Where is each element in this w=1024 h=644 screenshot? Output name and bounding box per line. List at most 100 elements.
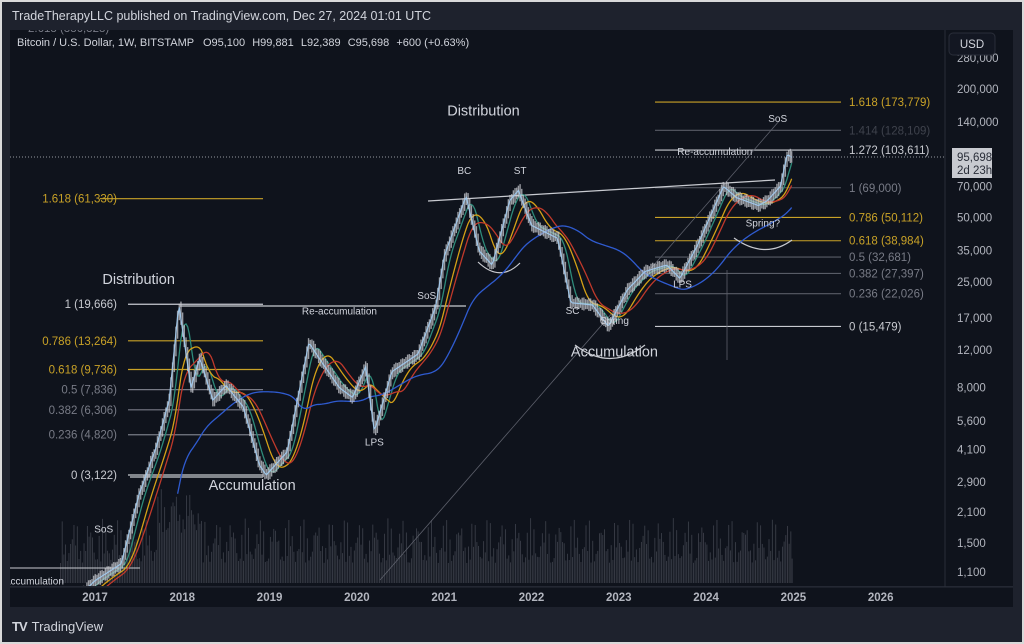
volume-bar [741, 532, 743, 583]
volume-bar [63, 554, 65, 583]
volume-bar [296, 551, 298, 583]
volume-bar [160, 489, 162, 583]
x-tick-label: 2023 [606, 592, 632, 604]
y-tick-label: 200,000 [957, 84, 999, 96]
volume-bar [318, 527, 320, 583]
volume-bar [729, 550, 731, 583]
volume-bar [199, 523, 201, 583]
volume-bar [787, 525, 788, 583]
volume-bar [184, 529, 186, 583]
volume-bar [538, 557, 540, 583]
volume-bar [348, 555, 350, 583]
chart-annotation: SoS [417, 291, 436, 302]
volume-bar [743, 532, 745, 583]
fib-level-label: 0 (3,122) [71, 470, 117, 482]
volume-bar [358, 525, 360, 583]
volume-bar [233, 532, 234, 583]
x-tick-label: 2025 [781, 592, 807, 604]
volume-bar [630, 560, 632, 583]
volume-bar [442, 525, 444, 583]
volume-bar [298, 548, 300, 583]
volume-bar [414, 541, 416, 583]
volume-bar [610, 545, 612, 583]
volume-bar [244, 518, 246, 583]
volume-bar [510, 562, 511, 583]
volume-bar [533, 529, 535, 583]
volume-bar [159, 522, 161, 583]
volume-bar [214, 538, 216, 583]
volume-bar [222, 552, 224, 583]
volume-bar [338, 559, 340, 583]
x-tick-label: 2024 [693, 592, 719, 604]
volume-bar [778, 550, 780, 583]
volume-bar [656, 551, 657, 583]
volume-bar [557, 541, 558, 583]
currency-button[interactable] [948, 32, 996, 56]
volume-bar [585, 525, 587, 583]
volume-bar [677, 554, 679, 583]
volume-bar [698, 533, 699, 583]
volume-bar [98, 535, 100, 583]
volume-bar [515, 523, 516, 583]
volume-bar [402, 520, 404, 583]
volume-bar [246, 554, 248, 583]
tradingview-logo[interactable]: TV TradingView [12, 619, 103, 634]
volume-bar [392, 552, 394, 583]
volume-bar [513, 551, 515, 583]
volume-bar [763, 547, 765, 583]
chart-annotation: Spring [600, 316, 629, 327]
volume-bar [177, 520, 179, 583]
volume-bar [518, 532, 520, 583]
price-axis[interactable] [945, 30, 1013, 586]
annotations: Distribution Distribution Accumulation Accu… [10, 104, 787, 586]
volume-bar [368, 540, 370, 583]
volume-bar [738, 552, 740, 583]
volume-bar [441, 548, 443, 583]
y-tick-label: 35,000 [957, 246, 992, 258]
x-tick-label: 2022 [519, 592, 545, 604]
volume-bar [268, 558, 270, 583]
volume-bar [555, 534, 557, 583]
volume-bar [332, 524, 333, 583]
time-axis[interactable] [10, 587, 1013, 607]
volume-bar [562, 542, 563, 583]
y-tick-label: 4,100 [957, 445, 986, 457]
publish-header: TradeTherapyLLC published on TradingView… [12, 9, 431, 23]
volume-bar [721, 554, 723, 583]
volume-bar [379, 553, 380, 583]
volume-bar [781, 546, 783, 583]
volume-bar [619, 542, 621, 583]
volume-bar [746, 530, 748, 583]
x-tick-label: 2021 [431, 592, 457, 604]
volume-bar [520, 540, 521, 583]
volume-bar [283, 560, 285, 583]
volume-bar [310, 556, 312, 583]
volume-bar [484, 552, 486, 583]
volume-bar [614, 522, 615, 583]
volume-bar [60, 563, 61, 583]
y-tick-label: 1,500 [957, 538, 986, 550]
volume-bar [390, 528, 392, 583]
volume-bar [766, 556, 768, 583]
volume-bar [780, 561, 782, 583]
volume-bar [327, 559, 328, 583]
y-tick-label: 2,900 [957, 477, 986, 489]
volume-bar [212, 543, 214, 583]
volume-bar [243, 560, 244, 583]
chart-annotation: Distribution [102, 272, 175, 288]
volume-bar [377, 539, 379, 583]
volume-bar [419, 541, 421, 583]
volume-bar [783, 541, 785, 583]
volume-bar [152, 560, 154, 583]
volume-bar [508, 555, 510, 583]
volume-bar [652, 562, 654, 583]
volume-bar [311, 551, 313, 583]
chart-annotation: Spring? [746, 218, 781, 229]
volume-bar [251, 554, 253, 583]
volume-bar [149, 535, 150, 583]
volume-bar [357, 537, 359, 583]
volume-bar [788, 543, 790, 583]
x-tick-label: 2018 [170, 592, 196, 604]
volume-bar [503, 544, 505, 583]
